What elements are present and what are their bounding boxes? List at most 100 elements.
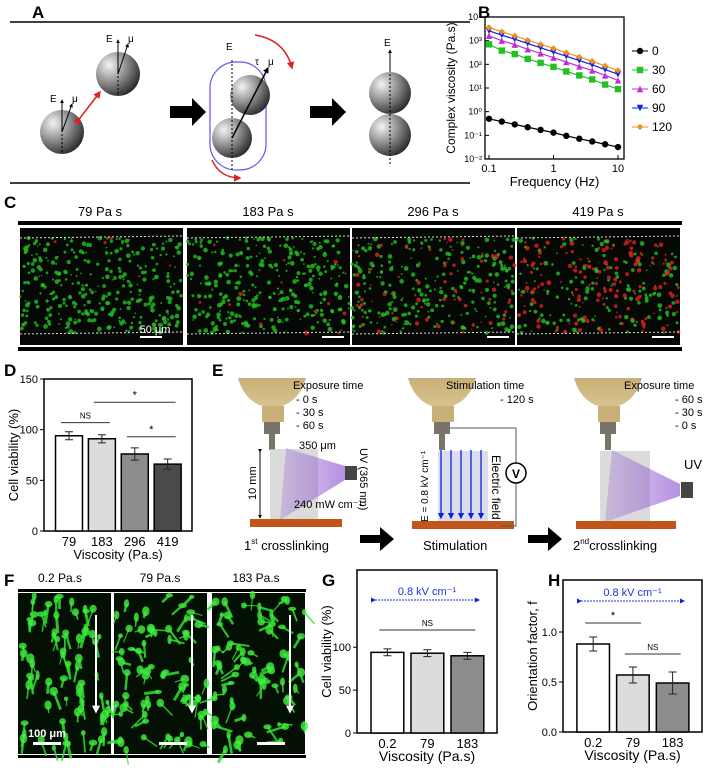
- mu-label: μ: [128, 34, 134, 45]
- data-point: [615, 144, 621, 150]
- y-tick-label: 0: [345, 728, 351, 740]
- significance-label: *: [149, 424, 154, 436]
- fluorescence-image: [107, 593, 211, 765]
- panel-label-c: C: [4, 193, 16, 212]
- legend-label: 120: [652, 120, 672, 134]
- data-point: [499, 47, 505, 53]
- data-point: [589, 76, 595, 82]
- intensity-label: 240 mW cm⁻¹: [294, 499, 362, 511]
- panel-c-fluorescence: 79 Pa s 183 Pa s 296 Pa s 419 Pa s 50 μm: [18, 204, 682, 351]
- scale-bar-label: 100 μm: [28, 728, 66, 740]
- data-point: [589, 138, 595, 144]
- caption-step2: Stimulation: [423, 538, 487, 553]
- series-60: [486, 33, 621, 84]
- y-axis-label: Complex viscosity (Pa.s): [444, 22, 458, 153]
- tau-label: τ: [255, 57, 259, 68]
- x-axis-label: Viscosity (Pa.s): [73, 547, 162, 562]
- x-axis-label: Viscosity (Pa.s): [379, 748, 475, 764]
- arrow-icon: [360, 527, 394, 551]
- bar-0.2: [371, 652, 404, 733]
- e-field-label: E: [384, 38, 391, 49]
- time-item: - 30 s: [296, 407, 324, 419]
- data-point: [537, 50, 543, 56]
- bar-79: [411, 653, 444, 733]
- data-point: [576, 63, 582, 69]
- caption-step1: 1st crosslinking: [244, 537, 329, 553]
- data-point: [486, 41, 492, 47]
- significance-label: NS: [647, 643, 658, 652]
- viscosity-title: 0.2 Pa.s: [38, 571, 82, 585]
- sphere: [230, 75, 270, 115]
- legend-label: 60: [652, 82, 666, 96]
- time-item: - 60 s: [675, 394, 703, 406]
- field-annotation: 0.8 kV cm⁻¹: [603, 587, 662, 599]
- e-field-label: E: [50, 94, 57, 105]
- data-point: [512, 51, 518, 57]
- data-point: [602, 81, 608, 87]
- mu-label: μ: [268, 57, 274, 68]
- bar-183: [451, 656, 484, 733]
- panel-label-f: F: [4, 571, 14, 590]
- data-point: [602, 72, 608, 78]
- series-0: [486, 116, 621, 151]
- legend-label: 30: [652, 63, 666, 77]
- fluorescence-image: [350, 228, 516, 345]
- x-tick-label: 10: [612, 163, 624, 175]
- y-tick-label: 50: [26, 475, 38, 487]
- y-tick-label: 100: [20, 425, 38, 437]
- scale-bar: [257, 742, 285, 745]
- data-point: [524, 46, 530, 52]
- plot-frame: [485, 17, 624, 159]
- panel-a-schematic: E μ E μ E τ μ E: [10, 22, 470, 183]
- y-axis-label: Cell viability (%): [6, 409, 21, 501]
- data-point: [486, 24, 492, 30]
- y-tick-label: 10⁴: [468, 12, 482, 22]
- y-tick-label: 10⁰: [468, 107, 482, 117]
- arrow-icon: [170, 98, 206, 126]
- uv-lamp-icon: [681, 482, 693, 498]
- y-tick-label: 10³: [469, 36, 482, 46]
- data-point: [563, 68, 569, 74]
- legend-marker: [637, 124, 643, 130]
- y-tick-label: 10¹: [469, 83, 482, 93]
- arrow-icon: [310, 98, 346, 126]
- field-annotation: 0.8 kV cm⁻¹: [398, 586, 457, 598]
- scale-bar: [652, 336, 674, 338]
- arrow-icon: [528, 527, 562, 551]
- viscosity-title: 419 Pa s: [572, 204, 624, 219]
- viscosity-title: 79 Pa s: [78, 204, 123, 219]
- field-strength-label: E = 0.8 kV cm⁻¹: [420, 450, 431, 522]
- significance-label: NS: [80, 412, 91, 421]
- scale-bar: [322, 336, 344, 338]
- y-tick-label: 50: [339, 685, 351, 697]
- y-tick-label: 10²: [469, 59, 482, 69]
- y-tick-label: 0.0: [542, 727, 557, 739]
- e-field-label: E: [106, 34, 113, 45]
- y-tick-label: 1.0: [542, 627, 557, 639]
- legend-marker: [637, 67, 643, 73]
- mu-label: μ: [72, 94, 78, 105]
- viscosity-title: 183 Pa.s: [232, 571, 279, 585]
- data-point: [512, 121, 518, 127]
- data-point: [550, 129, 556, 135]
- y-tick-label: 10⁻²: [464, 154, 482, 164]
- panel-e-schematic: Exposure time - 0 s - 30 s - 60 s 350 μm…: [238, 378, 703, 553]
- viscosity-title: 296 Pa s: [407, 204, 459, 219]
- data-point: [499, 118, 505, 124]
- bar-79: [617, 675, 650, 732]
- significance-label: NS: [422, 619, 433, 628]
- uv-lamp-icon: [345, 466, 357, 480]
- panel-label-e: E: [212, 361, 223, 380]
- y-tick-label: 10⁻¹: [464, 130, 482, 140]
- bar-79: [56, 436, 83, 531]
- data-point: [550, 64, 556, 70]
- bar-419: [154, 464, 181, 531]
- legend-label: 90: [652, 101, 666, 115]
- data-point: [615, 77, 621, 83]
- e-field-label: E: [226, 42, 233, 53]
- y-tick-label: 100: [333, 642, 351, 654]
- exposure-time-title: Exposure time: [624, 380, 694, 392]
- bar-0.2: [577, 644, 610, 732]
- bar-183: [88, 439, 115, 531]
